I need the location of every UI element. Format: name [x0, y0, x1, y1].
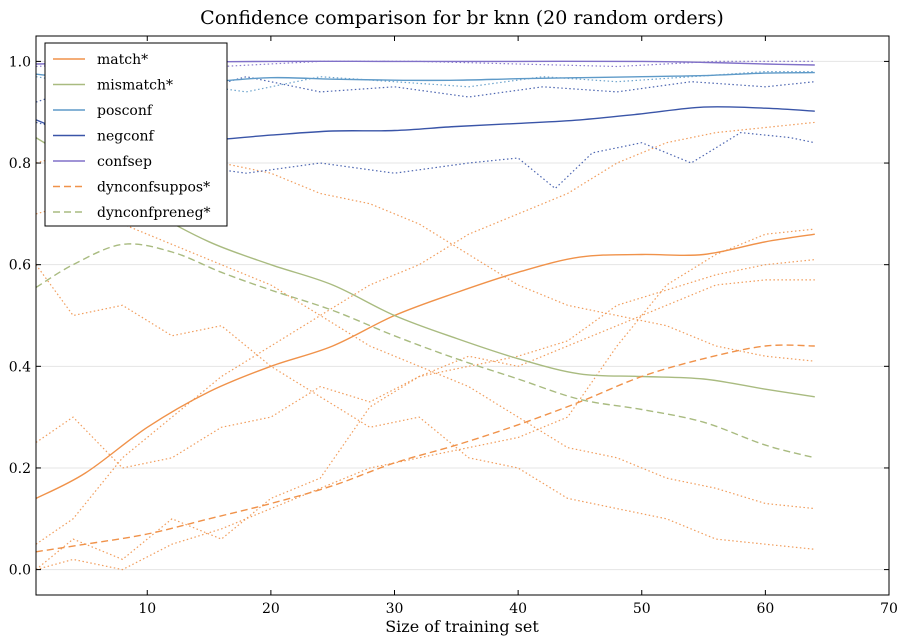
x-tick-label-2: 30	[386, 601, 404, 617]
legend-label-4: confsep	[97, 154, 152, 170]
y-tick-label-2: 0.4	[9, 359, 31, 375]
y-tick-label-5: 1.0	[9, 54, 31, 70]
y-tick-label-1: 0.2	[9, 461, 31, 477]
series-line-dynconfpreneg	[35, 243, 815, 459]
x-tick-label-6: 70	[880, 601, 898, 617]
legend-label-5: dynconfsuppos*	[97, 180, 210, 196]
chart-title: Confidence comparison for br knn (20 ran…	[200, 7, 724, 29]
plot-frame	[35, 35, 890, 596]
x-axis-label: Size of training set	[385, 617, 539, 636]
x-tick-label-1: 20	[262, 601, 280, 617]
series-line-match	[35, 233, 815, 500]
x-axis: 10 20 30 40 50 60 70	[138, 36, 898, 617]
trial-line-0	[35, 259, 815, 571]
legend-label-2: posconf	[97, 103, 154, 119]
y-tick-label-0: 0.0	[9, 563, 31, 579]
x-tick-label-4: 50	[633, 601, 651, 617]
trial-line-2	[35, 264, 815, 550]
legend-label-1: mismatch*	[97, 78, 173, 94]
y-tick-label-4: 0.8	[9, 156, 31, 172]
x-tick-label-3: 40	[509, 601, 527, 617]
x-tick-label-5: 60	[756, 601, 774, 617]
trial-line-8	[35, 121, 815, 190]
y-tick-label-3: 0.6	[9, 258, 31, 274]
trial-line-5	[35, 152, 815, 362]
legend-label-0: match*	[97, 52, 148, 68]
series-line-dynconfsuppos	[35, 344, 815, 553]
trial-line-4	[35, 121, 815, 545]
legend-label-6: dynconfpreneg*	[97, 205, 211, 221]
trial-line-3	[35, 203, 815, 510]
legend-label-3: negconf	[97, 129, 156, 145]
legend-box	[44, 42, 228, 227]
legend: match* mismatch* posconf negconf confsep dync…	[44, 42, 228, 227]
x-tick-label-0: 10	[138, 601, 156, 617]
trial-line-6	[35, 228, 815, 571]
y-axis: 0.0 0.2 0.4 0.6 0.8 1.0	[9, 54, 889, 579]
trial-line-1	[35, 279, 815, 469]
